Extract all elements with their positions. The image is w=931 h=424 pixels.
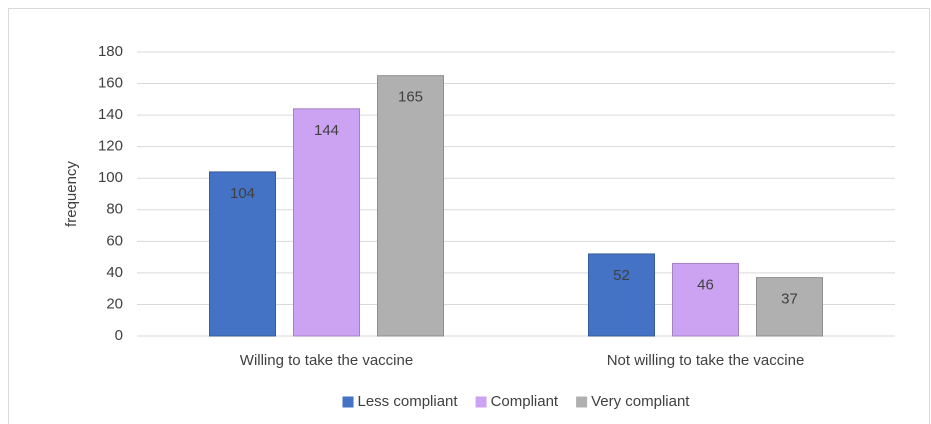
y-tick-label: 100 [98,169,123,186]
data-label: 144 [314,122,339,139]
y-tick-label: 60 [106,232,123,249]
bar [588,253,655,337]
x-tick-label: Willing to take the vaccine [240,352,413,369]
bar [672,262,739,337]
bar [377,75,444,337]
data-label: 37 [781,291,798,308]
bar [293,108,360,337]
legend-label: Very compliant [591,393,690,410]
y-tick-label: 40 [106,264,123,281]
data-label: 165 [398,89,423,106]
legend-item: Very compliant [576,393,690,410]
y-tick-label: 160 [98,75,123,92]
data-label: 52 [613,267,630,284]
legend-swatch [576,396,588,408]
y-tick-label: 140 [98,106,123,123]
legend-item: Compliant [475,393,559,410]
x-tick-label: Not willing to take the vaccine [607,352,805,369]
y-tick-label: 80 [106,201,123,218]
legend-item: Less compliant [342,393,459,410]
y-tick-label: 20 [106,295,123,312]
legend-swatch [475,396,487,408]
y-axis-label: frequency [63,161,80,227]
data-label: 46 [697,276,714,293]
y-tick-label: 0 [115,327,123,344]
y-tick-label: 120 [98,138,123,155]
bar [209,171,276,337]
bar [756,277,823,337]
legend-label: Less compliant [358,393,459,410]
legend-swatch [342,396,354,408]
chart-frame [8,8,930,424]
legend-label: Compliant [491,393,559,410]
y-tick-label: 180 [98,43,123,60]
data-label: 104 [230,185,255,202]
